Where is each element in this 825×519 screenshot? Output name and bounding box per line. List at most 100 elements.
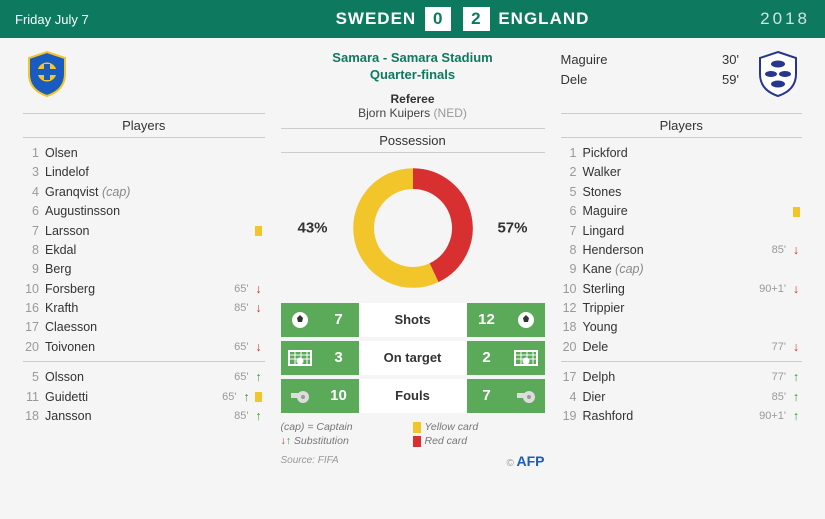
player-name: Ekdal — [45, 241, 265, 260]
possession-donut: 43% 57% — [348, 163, 478, 293]
scorer-name: Dele — [561, 70, 588, 90]
player-row: 17 Delph 77'↑ — [561, 368, 803, 387]
team2-name: ENGLAND — [498, 9, 589, 28]
player-name: Augustinsson — [45, 202, 265, 221]
player-row: 20 Dele 77'↓ — [561, 338, 803, 357]
player-name: Stones — [583, 183, 803, 202]
player-row: 18 Young — [561, 318, 803, 337]
player-name: Berg — [45, 260, 265, 279]
year: 2018 — [710, 9, 810, 29]
possession-right-pct: 57% — [497, 219, 527, 236]
divider — [23, 361, 265, 362]
stat-row: 10 Fouls 7 — [281, 379, 545, 413]
scorer-time: 30' — [722, 50, 739, 70]
player-row: 1 Pickford — [561, 144, 803, 163]
legend-sub: ↓↑ Substitution — [281, 435, 413, 447]
player-number: 18 — [561, 318, 583, 337]
goal-icon — [507, 349, 545, 367]
match-date: Friday July 7 — [15, 12, 215, 27]
stat-label: Fouls — [359, 379, 467, 413]
player-name: Lingard — [583, 222, 803, 241]
player-name: Pickford — [583, 144, 803, 163]
player-name: Sterling — [583, 280, 760, 299]
ball-icon — [507, 310, 545, 330]
team1-name: SWEDEN — [336, 9, 417, 28]
player-number: 4 — [23, 183, 45, 202]
sweden-starters: 1 Olsen 3 Lindelof 4 Granqvist (cap) 6 A… — [23, 144, 265, 357]
player-number: 17 — [23, 318, 45, 337]
player-number: 8 — [23, 241, 45, 260]
player-name: Rashford — [583, 407, 760, 426]
match-title: SWEDEN 0 2 ENGLAND — [215, 7, 710, 31]
player-row: 9 Berg — [23, 260, 265, 279]
possession-left-pct: 43% — [298, 219, 328, 236]
player-name: Kane (cap) — [583, 260, 803, 279]
stat-row: 3 On target 2 — [281, 341, 545, 375]
referee-label: Referee — [281, 92, 545, 106]
center-column: Samara - Samara Stadium Quarter-finals R… — [273, 50, 553, 519]
player-row: 1 Olsen — [23, 144, 265, 163]
player-number: 18 — [23, 407, 45, 426]
player-number: 5 — [23, 368, 45, 387]
stat-left: 7 — [319, 311, 359, 328]
player-name: Larsson — [45, 222, 253, 241]
players-heading-left: Players — [23, 113, 265, 138]
player-number: 17 — [561, 368, 583, 387]
venue-stadium: Samara - Samara Stadium — [281, 50, 545, 67]
referee-name: Bjorn Kuipers — [358, 106, 430, 120]
whistle-icon — [281, 388, 319, 404]
player-row: 4 Dier 85'↑ — [561, 388, 803, 407]
scorers: Maguire30'Dele 59' — [561, 50, 755, 105]
player-row: 5 Stones — [561, 183, 803, 202]
player-name: Walker — [583, 163, 803, 182]
england-crest-icon — [754, 50, 802, 98]
player-name: Young — [583, 318, 803, 337]
players-heading-right: Players — [561, 113, 803, 138]
stat-right: 12 — [467, 311, 507, 328]
referee: Referee Bjorn Kuipers (NED) — [281, 92, 545, 120]
player-name: Claesson — [45, 318, 265, 337]
player-row: 16 Krafth 85'↓ — [23, 299, 265, 318]
scorer-row: Dele 59' — [561, 70, 755, 90]
player-row: 19 Rashford 90+1'↑ — [561, 407, 803, 426]
player-number: 7 — [561, 222, 583, 241]
player-row: 20 Toivonen 65'↓ — [23, 338, 265, 357]
player-number: 9 — [561, 260, 583, 279]
player-row: 6 Augustinsson — [23, 202, 265, 221]
england-column: Maguire30'Dele59' Players 1 Pickford 2 W… — [553, 50, 811, 519]
stat-left: 10 — [319, 387, 359, 404]
player-row: 10 Sterling 90+1'↓ — [561, 280, 803, 299]
player-row: 12 Trippier — [561, 299, 803, 318]
player-row: 7 Lingard — [561, 222, 803, 241]
player-name: Henderson — [583, 241, 772, 260]
england-subs: 17 Delph 77'↑ 4 Dier 85'↑ 19 Rashford 90… — [561, 368, 803, 426]
player-row: 4 Granqvist (cap) — [23, 183, 265, 202]
score2: 2 — [463, 7, 489, 31]
sweden-crest-icon — [23, 50, 71, 98]
player-number: 10 — [561, 280, 583, 299]
venue: Samara - Samara Stadium Quarter-finals — [281, 50, 545, 84]
scorer-row: Maguire30' — [561, 50, 755, 70]
player-number: 10 — [23, 280, 45, 299]
whistle-icon — [507, 388, 545, 404]
legend-yellow: Yellow card — [413, 421, 545, 433]
player-number: 7 — [23, 222, 45, 241]
scorer-time: 59' — [722, 70, 739, 90]
venue-round: Quarter-finals — [281, 67, 545, 84]
player-number: 1 — [561, 144, 583, 163]
stat-left: 3 — [319, 349, 359, 366]
legend: (cap) = Captain Yellow card ↓↑ Substitut… — [281, 421, 545, 447]
score1: 0 — [425, 7, 451, 31]
player-name: Olsen — [45, 144, 265, 163]
player-row: 7 Larsson — [23, 222, 265, 241]
player-number: 19 — [561, 407, 583, 426]
player-number: 16 — [23, 299, 45, 318]
stat-right: 2 — [467, 349, 507, 366]
player-number: 6 — [561, 202, 583, 221]
player-row: 8 Ekdal — [23, 241, 265, 260]
player-name: Trippier — [583, 299, 803, 318]
ball-icon — [281, 310, 319, 330]
divider — [561, 361, 803, 362]
player-name: Dier — [583, 388, 772, 407]
player-row: 3 Lindelof — [23, 163, 265, 182]
